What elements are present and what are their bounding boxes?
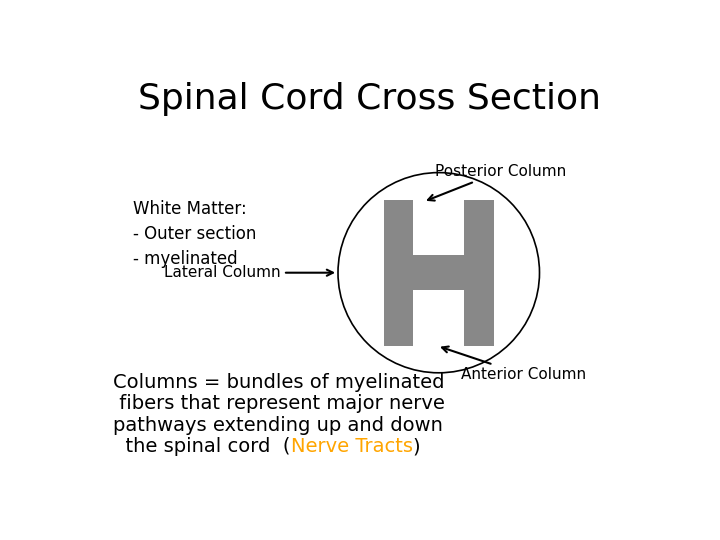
Text: Spinal Cord Cross Section: Spinal Cord Cross Section	[138, 83, 600, 117]
Text: ): )	[413, 437, 420, 456]
Text: pathways extending up and down: pathways extending up and down	[113, 416, 443, 435]
Bar	[384, 200, 413, 346]
Text: fibers that represent major nerve: fibers that represent major nerve	[113, 394, 445, 413]
Text: Anterior Column: Anterior Column	[442, 347, 587, 382]
Circle shape	[338, 173, 539, 373]
Text: White Matter:
- Outer section
- myelinated: White Matter: - Outer section - myelinat…	[132, 200, 256, 267]
Text: Lateral Column: Lateral Column	[163, 265, 333, 280]
Text: Nerve Tracts: Nerve Tracts	[291, 437, 413, 456]
Text: the spinal cord  (: the spinal cord (	[113, 437, 291, 456]
Bar	[464, 200, 494, 346]
Bar	[398, 255, 480, 290]
Text: Columns = bundles of myelinated: Columns = bundles of myelinated	[113, 373, 445, 392]
Text: Posterior Column: Posterior Column	[428, 164, 567, 200]
